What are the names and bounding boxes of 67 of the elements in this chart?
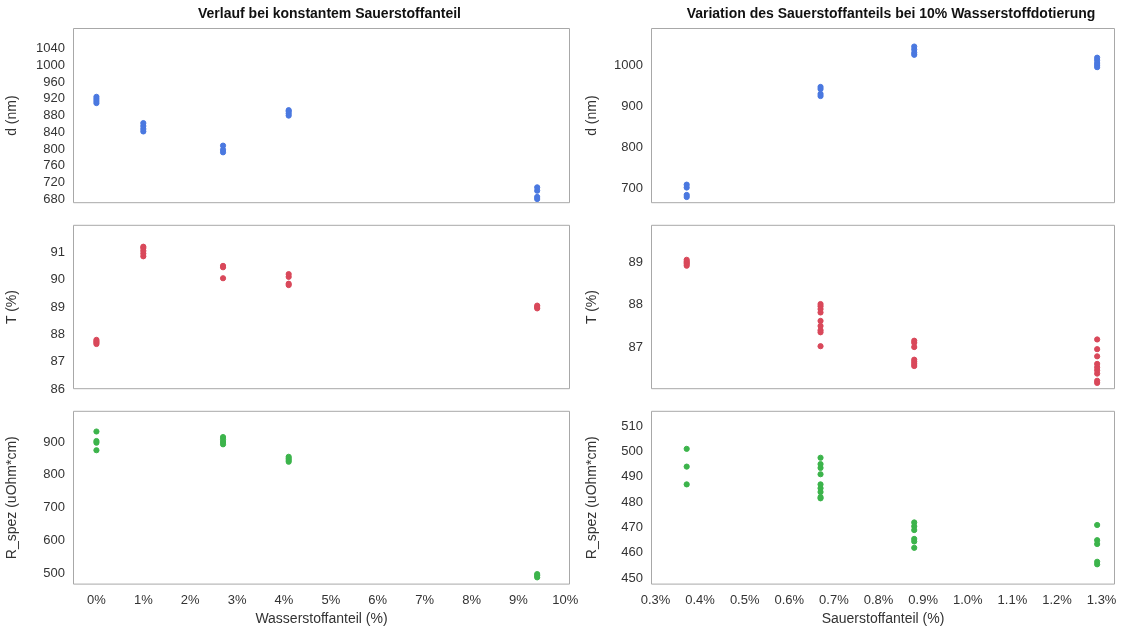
y-tick-label: 760 — [43, 157, 65, 173]
y-tick-label: 88 — [628, 296, 643, 312]
y-tick-label: 900 — [43, 433, 65, 449]
x-tick-label: 3% — [227, 591, 247, 607]
y-tick-label: 720 — [43, 173, 65, 189]
y-axis-title: T (%) — [583, 290, 600, 324]
y-tick-label: 490 — [621, 468, 643, 484]
y-tick-label: 460 — [621, 544, 643, 560]
y-tick-label: 87 — [628, 338, 643, 354]
x-tick-label: 4% — [274, 591, 294, 607]
y-tick-label: 89 — [628, 254, 643, 270]
x-tick-label: 5% — [321, 591, 341, 607]
y-tick-label: 88 — [50, 325, 65, 341]
x-tick-label: 1% — [133, 591, 154, 607]
x-tick-label: 0% — [87, 591, 107, 607]
x-axis-title: Wasserstoffanteil (%) — [255, 610, 388, 627]
y-tick-label: 89 — [50, 298, 65, 314]
y-tick-label: 680 — [43, 190, 65, 206]
x-tick-label: 0.4% — [685, 591, 716, 607]
y-tick-label: 920 — [43, 90, 65, 106]
x-tick-label: 10% — [552, 591, 579, 607]
y-tick-label: 800 — [43, 140, 65, 156]
y-tick-label: 86 — [50, 380, 65, 396]
x-tick-label: 1.3% — [1086, 591, 1117, 607]
y-tick-label: 1040 — [36, 40, 65, 56]
y-tick-label: 960 — [43, 73, 65, 89]
x-tick-label: 8% — [462, 591, 482, 607]
y-tick-label: 470 — [621, 519, 643, 535]
y-tick-label: 510 — [621, 417, 643, 433]
y-tick-label: 700 — [43, 499, 65, 515]
y-tick-label: 450 — [621, 569, 643, 585]
x-tick-label: 0.7% — [819, 591, 850, 607]
y-tick-label: 800 — [43, 466, 65, 482]
y-tick-label: 500 — [43, 565, 65, 581]
y-axis-title: d (nm) — [3, 95, 20, 136]
x-axis-title: Sauerstoffanteil (%) — [821, 610, 945, 627]
y-axis-title: R_spez (uOhm*cm) — [3, 436, 20, 560]
y-axis-title: R_spez (uOhm*cm) — [583, 436, 600, 560]
y-tick-label: 900 — [621, 97, 643, 113]
x-tick-label: 6% — [368, 591, 388, 607]
y-tick-label: 90 — [50, 271, 65, 287]
x-tick-label: 1.2% — [1042, 591, 1073, 607]
y-tick-label: 1000 — [36, 57, 65, 73]
x-tick-label: 0.5% — [729, 591, 760, 607]
x-tick-label: 9% — [509, 591, 529, 607]
y-tick-label: 840 — [43, 123, 65, 139]
y-tick-label: 91 — [50, 243, 65, 259]
y-axis-title: d (nm) — [583, 95, 600, 136]
y-axis-title: T (%) — [3, 290, 20, 324]
x-tick-label: 7% — [415, 591, 435, 607]
x-tick-label: 2% — [180, 591, 201, 607]
y-tick-label: 1000 — [614, 56, 643, 72]
x-tick-label: 0.8% — [863, 591, 894, 607]
y-tick-label: 500 — [621, 442, 643, 458]
x-tick-label: 1.0% — [952, 591, 984, 607]
y-tick-label: 480 — [621, 493, 643, 509]
y-tick-label: 800 — [621, 139, 643, 155]
x-tick-label: 1.1% — [997, 591, 1028, 607]
x-tick-label: 0.3% — [640, 591, 671, 607]
y-tick-label: 880 — [43, 107, 65, 123]
chart-title: Variation des Sauerstoffanteils bei 10% Wasserstoffdotierung — [685, 5, 1097, 21]
y-tick-label: 87 — [50, 353, 65, 369]
x-tick-label: 0.6% — [774, 591, 805, 607]
x-tick-label: 0.9% — [908, 591, 939, 607]
chart-title: Verlauf bei konstantem Sauerstoffanteil — [197, 5, 462, 21]
y-tick-label: 600 — [43, 532, 65, 548]
y-tick-label: 700 — [621, 180, 643, 196]
